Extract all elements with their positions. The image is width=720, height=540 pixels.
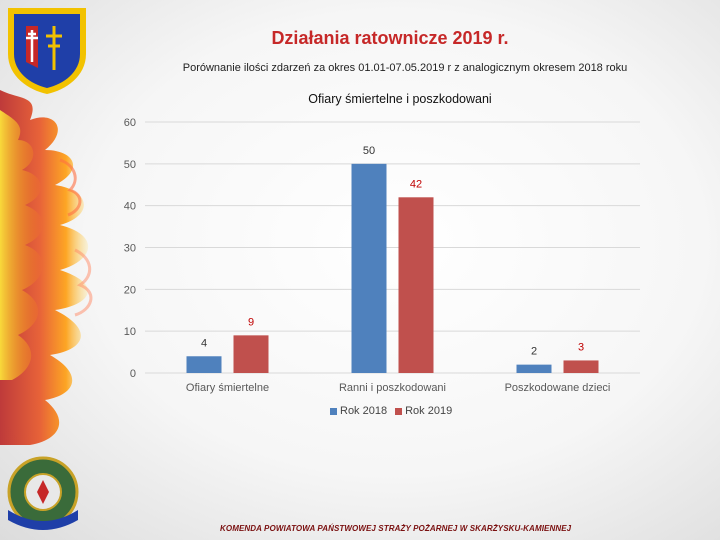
- bar-2019: [233, 335, 269, 373]
- data-label: 3: [578, 341, 584, 353]
- y-tick-label: 10: [124, 326, 136, 338]
- coat-of-arms-icon: [8, 8, 86, 94]
- y-tick-label: 60: [124, 117, 136, 129]
- y-tick-label: 50: [124, 159, 136, 171]
- flames-decoration: [0, 90, 93, 445]
- x-tick-label: Ofiary śmiertelne: [186, 382, 269, 394]
- legend-item-2018: Rok 2018: [330, 405, 387, 417]
- fire-brigade-badge-icon: [7, 456, 79, 530]
- y-tick-label: 20: [124, 284, 136, 296]
- y-tick-label: 30: [124, 243, 136, 255]
- bar-2018: [186, 356, 222, 373]
- data-label: 42: [410, 178, 422, 190]
- bar-2019: [563, 360, 599, 373]
- data-label: 4: [201, 337, 207, 349]
- x-tick-label: Ranni i poszkodowani: [339, 382, 446, 394]
- footer-text: KOMENDA POWIATOWA PAŃSTWOWEJ STRAŻY POŻA…: [220, 524, 572, 533]
- slide-subtitle: Porównanie ilości zdarzeń za okres 01.01…: [182, 62, 628, 74]
- legend-item-2019: Rok 2019: [395, 405, 452, 417]
- chart-title: Ofiary śmiertelne i poszkodowani: [308, 92, 492, 106]
- legend-swatch-2018: [330, 407, 337, 415]
- data-label: 2: [531, 346, 537, 358]
- bar-2019: [398, 197, 434, 373]
- bar-2018: [516, 364, 552, 373]
- slide-title: Działania ratownicze 2019 r.: [271, 28, 509, 48]
- data-label: 50: [363, 145, 375, 157]
- data-label: 9: [248, 316, 254, 328]
- legend-label-2019: Rok 2019: [405, 405, 453, 417]
- legend-swatch-2019: [395, 407, 403, 415]
- y-tick-label: 0: [130, 368, 136, 380]
- chart-legend: Rok 2018 Rok 2019: [330, 405, 452, 417]
- bar-2018: [351, 163, 387, 373]
- legend-label-2018: Rok 2018: [340, 405, 388, 417]
- x-tick-label: Poszkodowane dzieci: [505, 382, 611, 394]
- y-tick-label: 40: [124, 201, 136, 213]
